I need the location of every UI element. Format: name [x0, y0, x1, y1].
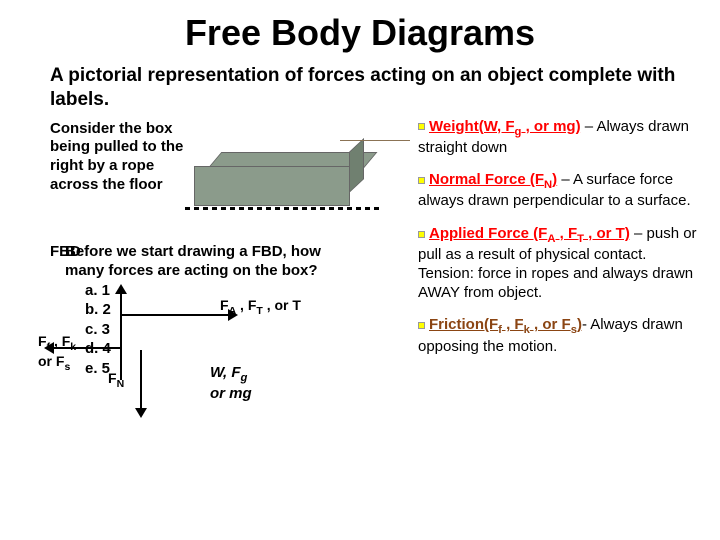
- rope-line: [340, 140, 410, 141]
- def-weight: Weight(W, Fg , or mg) – Always drawn str…: [418, 118, 706, 158]
- page-title: Free Body Diagrams: [0, 0, 720, 54]
- def-applied: Applied Force (FA , FT , or T) – push or…: [418, 225, 706, 302]
- definitions-column: Weight(W, Fg , or mg) – Always drawn str…: [418, 118, 706, 371]
- question-line2: many forces are acting on the box?: [65, 262, 318, 279]
- consider-text: Consider the box being pulled to the rig…: [50, 120, 190, 195]
- arrow-right: [120, 314, 230, 316]
- def-weight-term: Weight(W, Fg , or mg): [429, 118, 581, 135]
- def-normal-term: Normal Force (FN): [429, 171, 557, 188]
- box-3d: [194, 152, 364, 208]
- arrow-left: [52, 347, 122, 349]
- arrow-down: [140, 350, 142, 410]
- bullet-icon: [418, 322, 425, 329]
- box-side-face: [349, 138, 364, 193]
- floor-line: [185, 207, 380, 210]
- arrow-up: [120, 290, 122, 380]
- option-c: c. 3: [85, 320, 375, 340]
- question-line1: Before we start drawing a FBD, how: [65, 243, 321, 260]
- bullet-icon: [418, 231, 425, 238]
- weight-force-label: W, Fgor mg: [210, 364, 252, 404]
- bullet-icon: [418, 177, 425, 184]
- subtitle: A pictorial representation of forces act…: [0, 54, 720, 112]
- def-friction: Friction(Ff , Fk , or Fs)- Always drawn …: [418, 316, 706, 356]
- def-friction-term: Friction(Ff , Fk , or Fs): [429, 316, 582, 333]
- bullet-icon: [418, 123, 425, 130]
- option-d: d. 4: [85, 339, 375, 359]
- arrowhead-right-icon: [228, 309, 238, 321]
- arrowhead-up-icon: [115, 284, 127, 294]
- content-area: Consider the box being pulled to the rig…: [0, 112, 720, 512]
- def-applied-term: Applied Force (FA , FT , or T): [429, 225, 630, 242]
- box-front-face: [194, 166, 350, 206]
- arrowhead-down-icon: [135, 408, 147, 418]
- def-normal: Normal Force (FN) – A surface force alwa…: [418, 171, 706, 211]
- arrowhead-left-icon: [44, 342, 54, 354]
